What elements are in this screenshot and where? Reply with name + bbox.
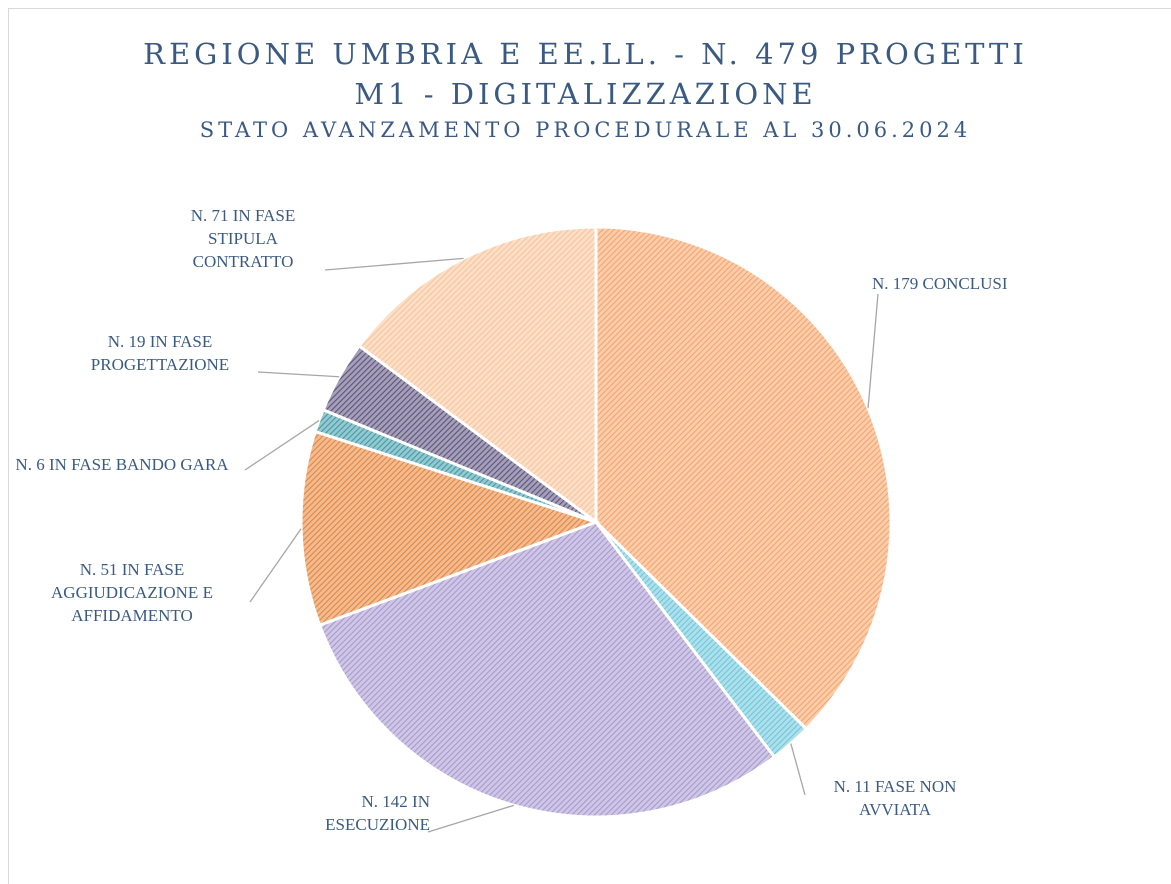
data-label: N. 6 IN FASE BANDO GARA (15, 455, 229, 474)
pie-slice (594, 225, 893, 732)
title-line: M1 - DIGITALIZZAZIONE (354, 77, 817, 111)
leader-line (249, 528, 302, 603)
data-label: N. 11 FASE NON AVVIATA (833, 777, 957, 819)
data-label: N. 142 IN ESECUZIONE (325, 792, 430, 834)
data-label: N. 51 IN FASE AGGIUDICAZIONE E AFFIDAMEN… (51, 560, 213, 625)
leader-line (244, 420, 320, 471)
leader-line (867, 293, 879, 409)
data-label: N. 19 IN FASE PROGETTAZIONE (90, 332, 230, 374)
chart-subtitle: STATO AVANZAMENTO PROCEDURALE AL 30.06.2… (199, 118, 972, 142)
data-label: N. 71 IN FASE STIPULA CONTRATTO (190, 206, 296, 271)
pie-slice (317, 520, 777, 819)
data-label: N. 179 CONCLUSI (872, 274, 1008, 293)
title-line: REGIONE UMBRIA E EE.LL. - N. 479 PROGETT… (143, 37, 1028, 71)
leader-line (257, 371, 340, 378)
leader-line (427, 804, 515, 833)
chart-title: REGIONE UMBRIA E EE.LL. - N. 479 PROGETT… (0, 34, 1171, 114)
leader-line (324, 257, 464, 271)
leader-line (790, 743, 806, 796)
chart-border (8, 8, 1171, 884)
